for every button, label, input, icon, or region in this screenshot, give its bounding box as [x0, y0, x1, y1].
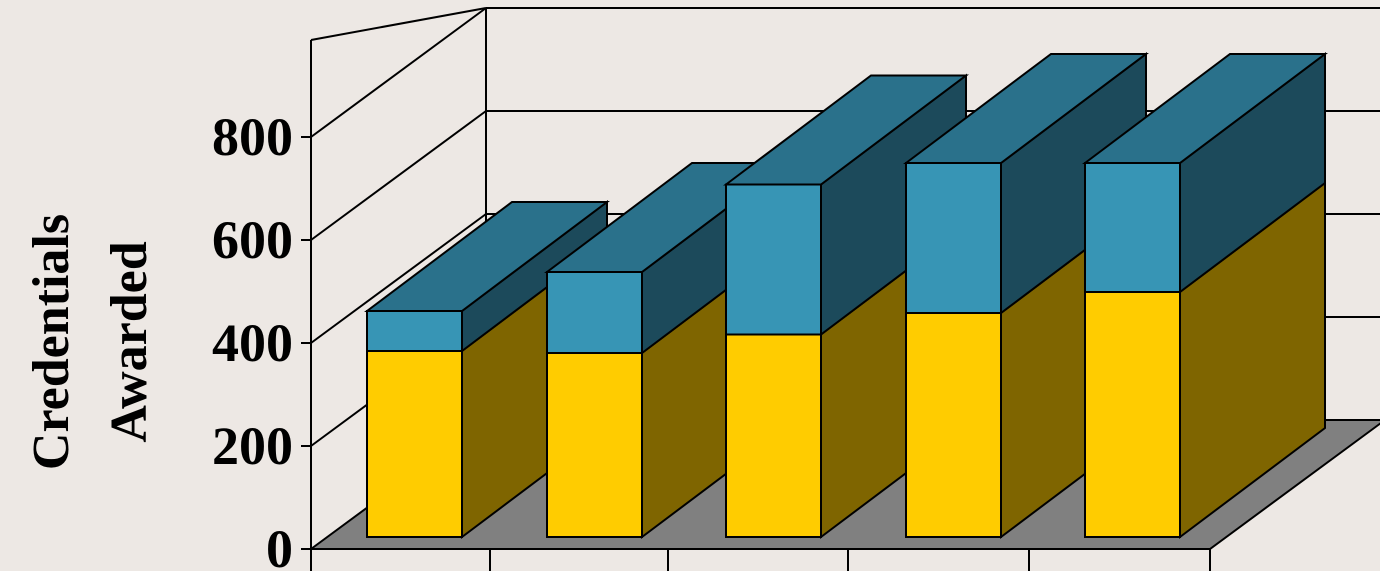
bar-4-top: [903, 53, 1149, 164]
bar-2-series-1-front: [546, 352, 643, 538]
bar-3-top: [723, 74, 969, 186]
gridline-side-400: [310, 213, 487, 344]
gridline-side-600: [310, 110, 487, 241]
y-tick-label-800: 800: [212, 107, 293, 167]
bar-5-series-2-front: [1084, 162, 1181, 293]
y-tick-label-200: 200: [212, 416, 293, 476]
bars: [364, 51, 1328, 540]
bar-4-series-2-front: [905, 162, 1002, 314]
y-tick-label-0: 0: [266, 519, 293, 571]
bar-stack-5: [1082, 51, 1328, 540]
bar-1-series-1-front: [366, 350, 463, 538]
gridline-side-800: [310, 7, 487, 138]
bar-4-series-1-front: [905, 312, 1002, 538]
bar-5-top: [1082, 53, 1328, 164]
y-axis-title-line-1: Credentials: [23, 214, 80, 470]
bar-3-series-2-front: [725, 183, 822, 336]
bar-5-series-1-front: [1084, 291, 1181, 538]
value-axis: [301, 40, 1211, 571]
bar-1-top: [364, 201, 610, 312]
y-tick-labels: 0 200 400 600 800: [212, 107, 293, 571]
y-tick-label-600: 600: [212, 210, 293, 270]
y-tick-label-400: 400: [212, 313, 293, 373]
bar-2-series-2-front: [546, 271, 643, 354]
y-axis-title-line-2: Awarded: [101, 241, 158, 442]
y-axis-title: Credentials Awarded: [23, 214, 158, 470]
bar-3-series-1-front: [725, 333, 822, 538]
bar-1-series-2-front: [366, 310, 463, 352]
side-wall-top-edge: [310, 7, 487, 41]
